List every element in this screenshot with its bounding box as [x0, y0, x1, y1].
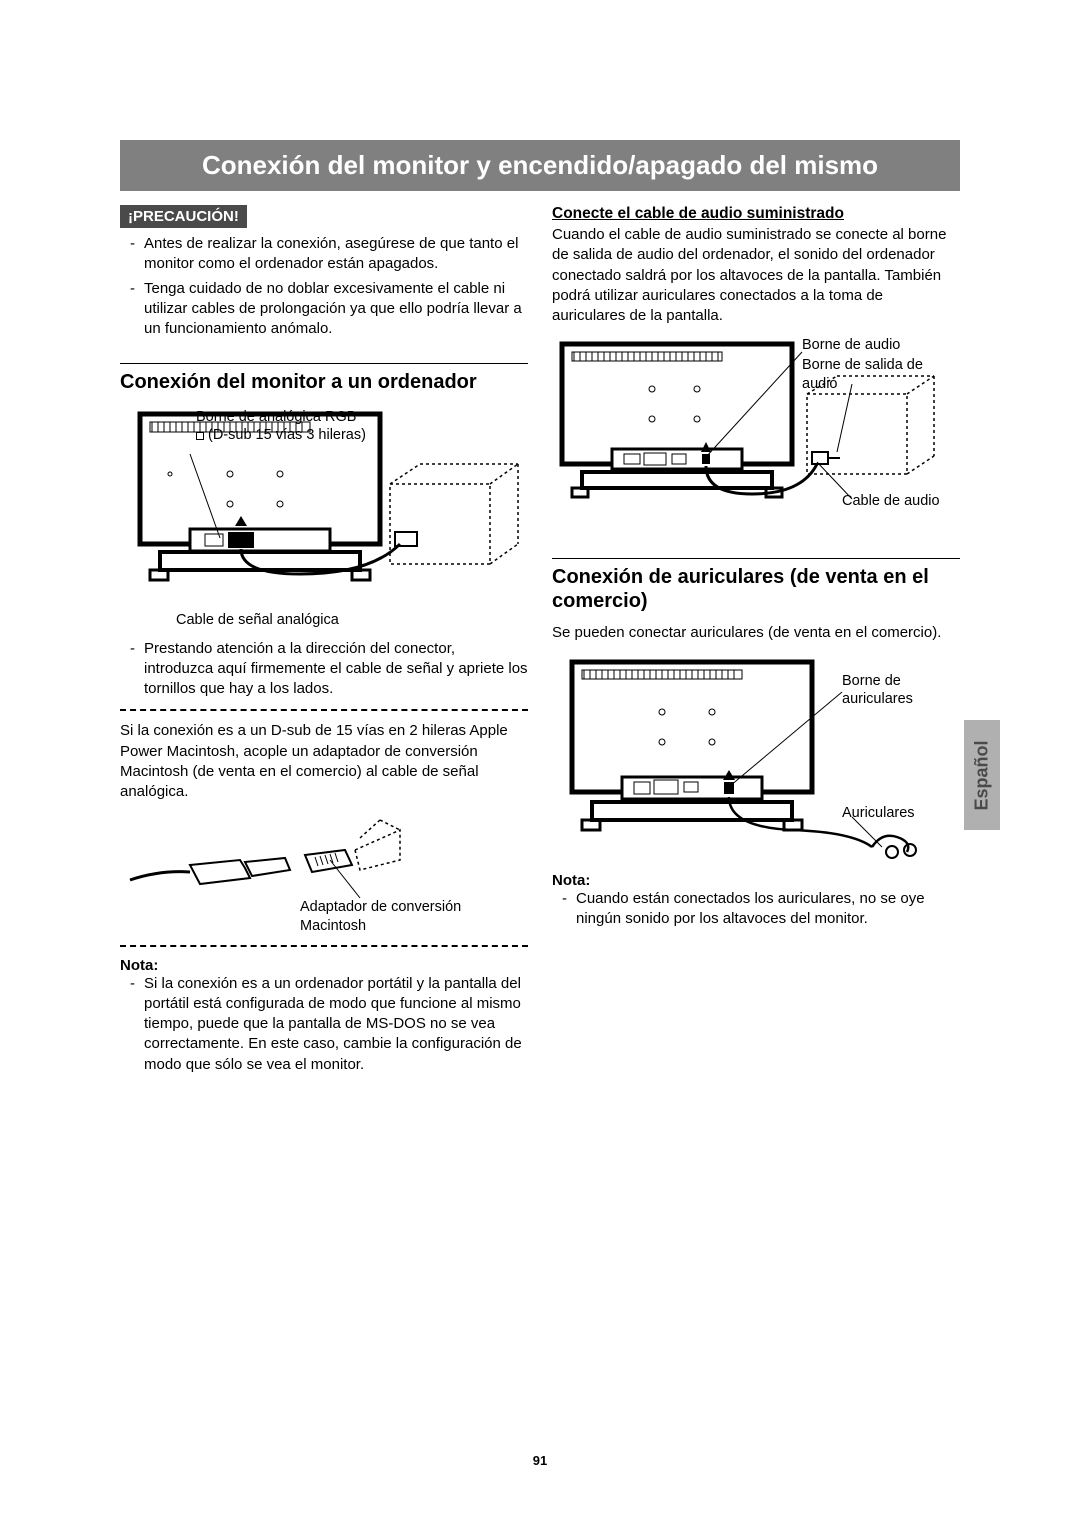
note-label: Nota: [552, 872, 960, 889]
note-label: Nota: [120, 957, 528, 974]
list-item: Si la conexión es a un ordenador portáti… [130, 974, 528, 1075]
left-column: ¡PRECAUCIÓN! Antes de realizar la conexi… [120, 205, 528, 1079]
page-title-banner: Conexión del monitor y encendido/apagado… [120, 140, 960, 191]
mac-note: Si la conexión es a un D-sub de 15 vías … [120, 721, 528, 802]
dashed-separator [120, 709, 528, 711]
figure-mac-adapter: Adaptador de conversión Macintosh [120, 810, 528, 934]
caution-list: Antes de realizar la conexión, asegúrese… [120, 234, 528, 339]
figure-callout-text: (D-sub 15 vías 3 hileras) [208, 427, 366, 443]
headphones-body: Se pueden conectar auriculares (de venta… [552, 623, 960, 643]
list-item: Cuando están conectados los auriculares,… [562, 889, 960, 930]
page-number: 91 [0, 1453, 1080, 1468]
figure-callout: Cable de audio [842, 492, 940, 510]
figure-callout: Borne de auriculares [842, 672, 942, 708]
figure-callout: Borne de analógica RGB [196, 408, 456, 426]
note-list: Cuando están conectados los auriculares,… [552, 889, 960, 930]
note-list: Si la conexión es a un ordenador portáti… [120, 974, 528, 1075]
figure-audio-connection: Borne de audio Borne de salida de audio … [552, 334, 960, 534]
audio-subheading: Conecte el cable de audio suministrado [552, 205, 960, 223]
language-tab-label: Español [972, 740, 993, 810]
instruction-list: Prestando atención a la dirección del co… [120, 639, 528, 700]
figure-headphones-connection: Borne de auriculares Auriculares [552, 652, 960, 862]
figure-callout: Borne de audio [802, 336, 952, 354]
figure-callout: Auriculares [842, 804, 915, 822]
figure-callout: Adaptador de conversión Macintosh [300, 898, 480, 934]
dashed-separator [120, 945, 528, 947]
figure-callout-block: Borne de analógica RGB (D-sub 15 vías 3 … [196, 408, 456, 444]
section-heading: Conexión de auriculares (de venta en el … [552, 558, 960, 613]
figure-callout: (D-sub 15 vías 3 hileras) [196, 426, 456, 444]
figure-rgb-connection: Borne de analógica RGB (D-sub 15 vías 3 … [120, 404, 528, 628]
section-heading: Conexión del monitor a un ordenador [120, 363, 528, 394]
language-tab: Español [964, 720, 1000, 830]
two-column-layout: ¡PRECAUCIÓN! Antes de realizar la conexi… [120, 205, 960, 1079]
list-item: Antes de realizar la conexión, asegúrese… [130, 234, 528, 275]
audio-body: Cuando el cable de audio suministrado se… [552, 225, 960, 326]
caution-label: ¡PRECAUCIÓN! [120, 205, 247, 228]
figure-callout: Borne de salida de audio [802, 356, 952, 392]
figure-callout: Cable de señal analógica [176, 611, 528, 629]
list-item: Prestando atención a la dirección del co… [130, 639, 528, 700]
page: Conexión del monitor y encendido/apagado… [0, 0, 1080, 1139]
right-column: Conecte el cable de audio suministrado C… [552, 205, 960, 1079]
list-item: Tenga cuidado de no doblar excesivamente… [130, 279, 528, 340]
